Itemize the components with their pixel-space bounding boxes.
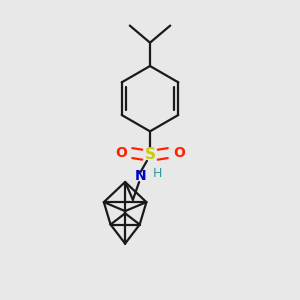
Text: H: H	[153, 167, 163, 181]
Text: S: S	[145, 147, 155, 162]
Text: N: N	[135, 169, 146, 183]
Text: O: O	[115, 146, 127, 160]
Text: O: O	[173, 146, 185, 160]
